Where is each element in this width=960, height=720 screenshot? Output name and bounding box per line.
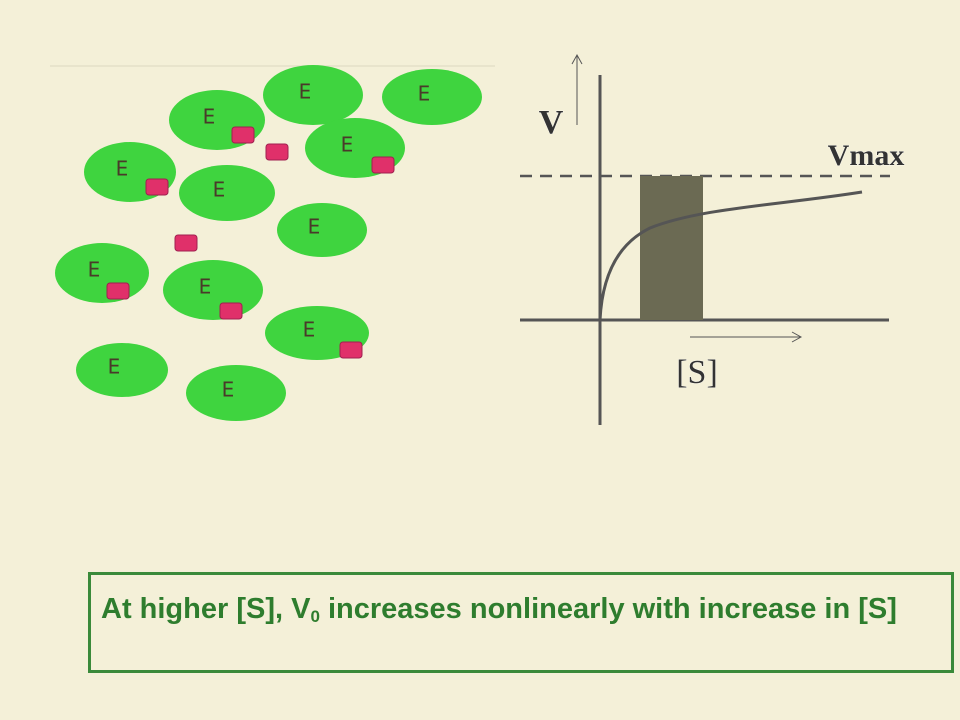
enzyme-label: E (116, 157, 129, 181)
caption-box: At higher [S], V0 increases nonlinearly … (88, 572, 954, 673)
caption-text: increases nonlinearly with increase in [… (327, 593, 897, 625)
substrate (265, 143, 289, 161)
high-s-region (640, 176, 703, 320)
rate-curve (598, 190, 863, 321)
enzyme-label: E (299, 80, 312, 104)
enzyme-label: E (308, 215, 321, 239)
enzyme (163, 260, 263, 320)
enzyme (382, 69, 482, 125)
vmax-label: Vmax (828, 139, 905, 172)
enzyme-label: E (108, 355, 121, 379)
enzyme (277, 203, 367, 257)
v-arrowhead (571, 53, 583, 65)
x-label: [S] (676, 354, 718, 391)
caption-text: At higher [S], V (101, 593, 311, 625)
enzyme-label: E (199, 275, 212, 299)
substrate (231, 126, 255, 144)
enzyme-group: E E E E E E E E E E E E (55, 65, 482, 421)
substrate (106, 282, 130, 300)
diagram: E E E E E E E E E E E E V Vmax [S] (50, 53, 905, 425)
enzyme-label: E (213, 178, 226, 202)
caption-subscript: 0 (310, 607, 320, 626)
substrate-group (106, 126, 395, 359)
substrate (145, 178, 169, 196)
y-label: V (539, 104, 564, 141)
enzyme-label: E (341, 133, 354, 157)
enzyme (186, 365, 286, 421)
substrate (371, 156, 395, 174)
enzyme (263, 65, 363, 125)
enzyme-label: E (203, 105, 216, 129)
graph: V Vmax [S] (520, 53, 905, 425)
enzyme-label: E (303, 318, 316, 342)
s-arrowhead (791, 331, 803, 343)
enzyme (179, 165, 275, 221)
enzyme-label: E (88, 258, 101, 282)
enzyme-label: E (418, 82, 431, 106)
substrate (174, 234, 198, 252)
enzyme (55, 243, 149, 303)
enzyme-label: E (222, 378, 235, 402)
substrate (339, 341, 363, 359)
substrate (219, 302, 243, 320)
enzyme (76, 343, 168, 397)
